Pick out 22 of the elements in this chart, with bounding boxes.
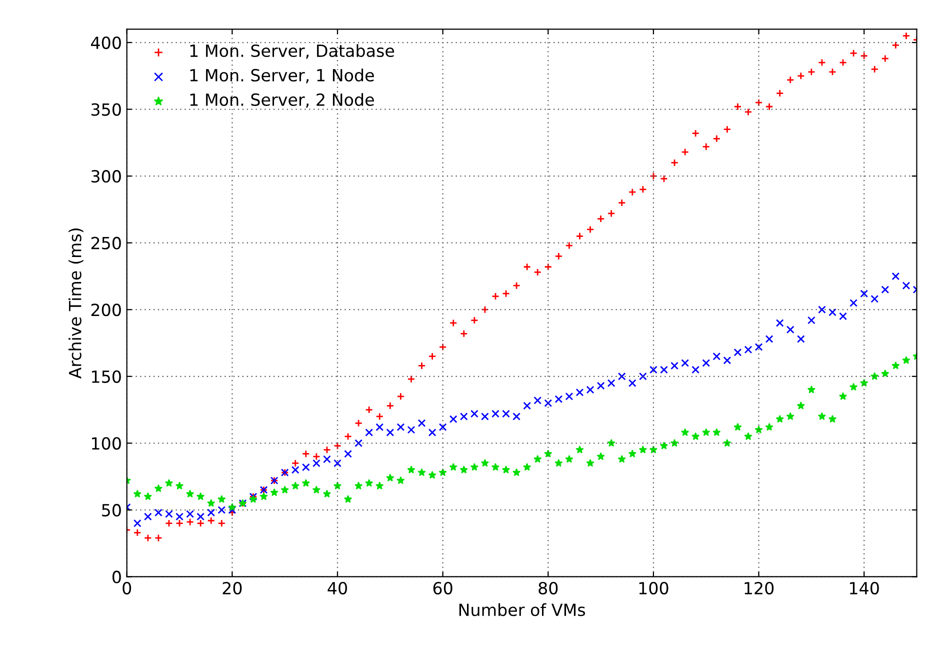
- y-tick-label: 50: [102, 504, 121, 517]
- y-tick-label: 250: [91, 236, 121, 250]
- y-axis-title: Archive Time (ms): [68, 228, 84, 379]
- x-tick-label: 20: [222, 582, 242, 594]
- x-tick-label: 120: [744, 582, 774, 594]
- legend-label: 1 Mon. Server, 1 Node: [190, 68, 374, 84]
- x-axis-title: Number of VMs: [459, 603, 586, 616]
- y-tick-label: 0: [112, 570, 121, 584]
- y-tick-label: 350: [91, 103, 121, 116]
- x-tick-label: 100: [639, 582, 668, 594]
- x-tick-label: 0: [122, 582, 132, 594]
- x-tick-label: 60: [433, 582, 452, 594]
- y-tick-label: 200: [91, 304, 121, 316]
- y-tick-label: 300: [91, 170, 121, 183]
- x-tick-label: 40: [328, 582, 347, 594]
- x-tick-label: 140: [850, 582, 879, 594]
- legend-label: 1 Mon. Server, 2 Node: [190, 93, 374, 108]
- legend-label: 1 Mon. Server, Database: [190, 44, 394, 59]
- y-tick-label: 100: [92, 437, 121, 450]
- y-tick-label: 400: [91, 36, 121, 50]
- y-tick-label: 150: [92, 370, 121, 383]
- x-tick-label: 80: [538, 582, 558, 594]
